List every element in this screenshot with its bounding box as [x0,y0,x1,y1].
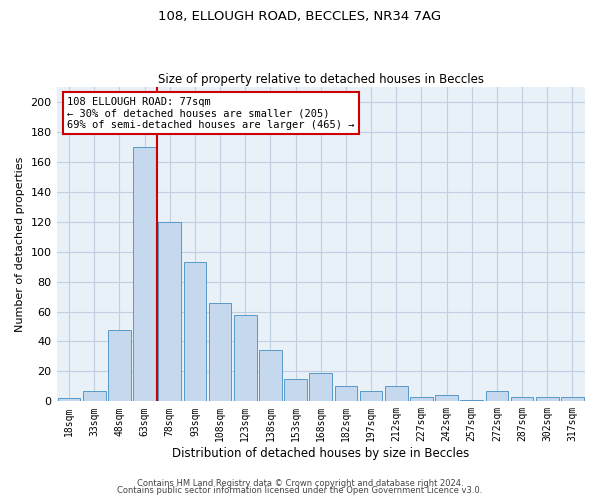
Bar [511,397,533,402]
Bar [385,386,407,402]
Bar [561,397,584,402]
Text: Contains HM Land Registry data © Crown copyright and database right 2024.: Contains HM Land Registry data © Crown c… [137,478,463,488]
Bar [360,391,382,402]
Title: Size of property relative to detached houses in Beccles: Size of property relative to detached ho… [158,73,484,86]
Bar [536,397,559,402]
Text: 108 ELLOUGH ROAD: 77sqm
← 30% of detached houses are smaller (205)
69% of semi-d: 108 ELLOUGH ROAD: 77sqm ← 30% of detache… [67,96,355,130]
Bar [460,400,483,402]
Bar [284,379,307,402]
Bar [259,350,282,402]
Bar [184,262,206,402]
Bar [310,373,332,402]
Bar [209,302,232,402]
Y-axis label: Number of detached properties: Number of detached properties [15,156,25,332]
Text: Contains public sector information licensed under the Open Government Licence v3: Contains public sector information licen… [118,486,482,495]
Bar [485,391,508,402]
X-axis label: Distribution of detached houses by size in Beccles: Distribution of detached houses by size … [172,447,469,460]
Bar [435,396,458,402]
Bar [335,386,357,402]
Text: 108, ELLOUGH ROAD, BECCLES, NR34 7AG: 108, ELLOUGH ROAD, BECCLES, NR34 7AG [158,10,442,23]
Bar [108,330,131,402]
Bar [234,314,257,402]
Bar [133,147,156,402]
Bar [410,397,433,402]
Bar [158,222,181,402]
Bar [58,398,80,402]
Bar [83,391,106,402]
